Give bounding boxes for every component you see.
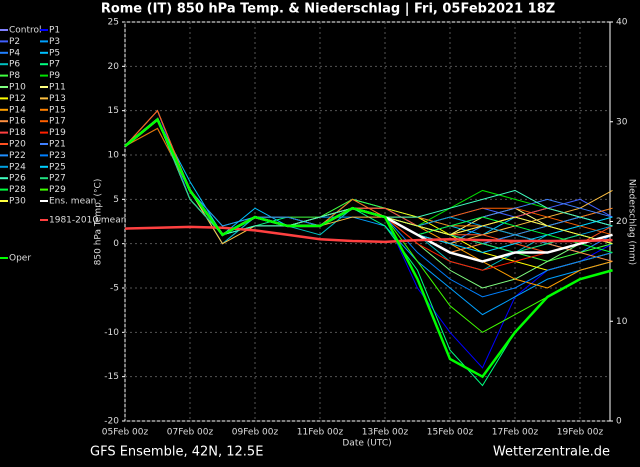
y-tick-label: 15 [108, 106, 119, 116]
legend-label: P23 [49, 151, 66, 161]
y-tick-label: 20 [108, 62, 120, 72]
y-tick-label: 25 [108, 18, 119, 28]
legend-label: P15 [49, 105, 66, 115]
legend-label: P22 [9, 151, 26, 161]
y-tick-label: -5 [110, 284, 119, 294]
y2-tick-label: 30 [616, 117, 628, 127]
y-tick-label: 5 [113, 195, 119, 205]
legend-label: P20 [9, 140, 26, 150]
footer-right: Wetterzentrale.de [493, 445, 610, 460]
legend-label: P26 [9, 174, 26, 184]
legend-label: P27 [49, 174, 66, 184]
legend-label: P6 [9, 60, 20, 70]
chart-title: Rome (IT) 850 hPa Temp. & Niederschlag |… [101, 2, 555, 17]
x-tick-label: 17Feb 00z [492, 428, 539, 438]
legend-label: P9 [49, 71, 60, 81]
y2-tick-label: 10 [616, 317, 628, 327]
x-tick-label: 05Feb 00z [102, 428, 149, 438]
legend-label: P4 [9, 48, 20, 58]
legend-label: P11 [49, 83, 66, 93]
legend-label: P29 [49, 185, 66, 195]
x-tick-label: 15Feb 00z [427, 428, 474, 438]
legend-label: P18 [9, 128, 26, 138]
series-line [124, 117, 613, 379]
legend-label: P7 [49, 60, 60, 70]
y-tick-label: -10 [104, 328, 119, 338]
series-line [124, 225, 613, 244]
legend-label: P12 [9, 94, 26, 104]
y-tick-label: 10 [108, 151, 120, 161]
legend-label: P10 [9, 83, 26, 93]
legend-label: P21 [49, 140, 66, 150]
y-tick-label: -20 [104, 417, 119, 427]
legend-label: 1981-2010 mean [49, 216, 126, 226]
y2-axis-label: Niederschlag (mm) [627, 179, 637, 265]
legend-label: P5 [49, 48, 60, 58]
x-tick-label: 11Feb 00z [297, 428, 344, 438]
legend-label: Ens. mean [49, 197, 96, 207]
legend-label: P1 [49, 26, 60, 36]
legend-label: P19 [49, 128, 66, 138]
x-tick-label: 07Feb 00z [167, 428, 214, 438]
y2-tick-label: 40 [616, 18, 628, 28]
footer-left: GFS Ensemble, 42N, 12.5E [90, 445, 263, 460]
legend-label: P30 [9, 197, 26, 207]
legend-label: P24 [9, 162, 26, 172]
legend-label: P14 [9, 105, 26, 115]
legend-label: P28 [9, 185, 26, 195]
x-tick-label: 13Feb 00z [362, 428, 409, 438]
x-tick-label: 09Feb 00z [232, 428, 279, 438]
legend-label: P25 [49, 162, 66, 172]
legend-label: P17 [49, 117, 66, 127]
y2-tick-label: 0 [616, 417, 622, 427]
y-tick-label: -15 [104, 372, 119, 382]
y2-tick-label: 20 [616, 217, 628, 227]
x-tick-label: 19Feb 00z [557, 428, 604, 438]
legend-label: P13 [49, 94, 66, 104]
legend-label: P8 [9, 71, 20, 81]
y-axis-label: 850 hPa Temp. (°C) [94, 179, 104, 266]
x-axis-label: Date (UTC) [342, 439, 391, 449]
y-tick-label: 0 [113, 239, 119, 249]
legend-label: P16 [9, 117, 26, 127]
legend-label: P3 [49, 37, 60, 47]
legend-label: P2 [9, 37, 20, 47]
legend-label: Oper [9, 254, 31, 264]
legend-label: Control [9, 26, 42, 36]
